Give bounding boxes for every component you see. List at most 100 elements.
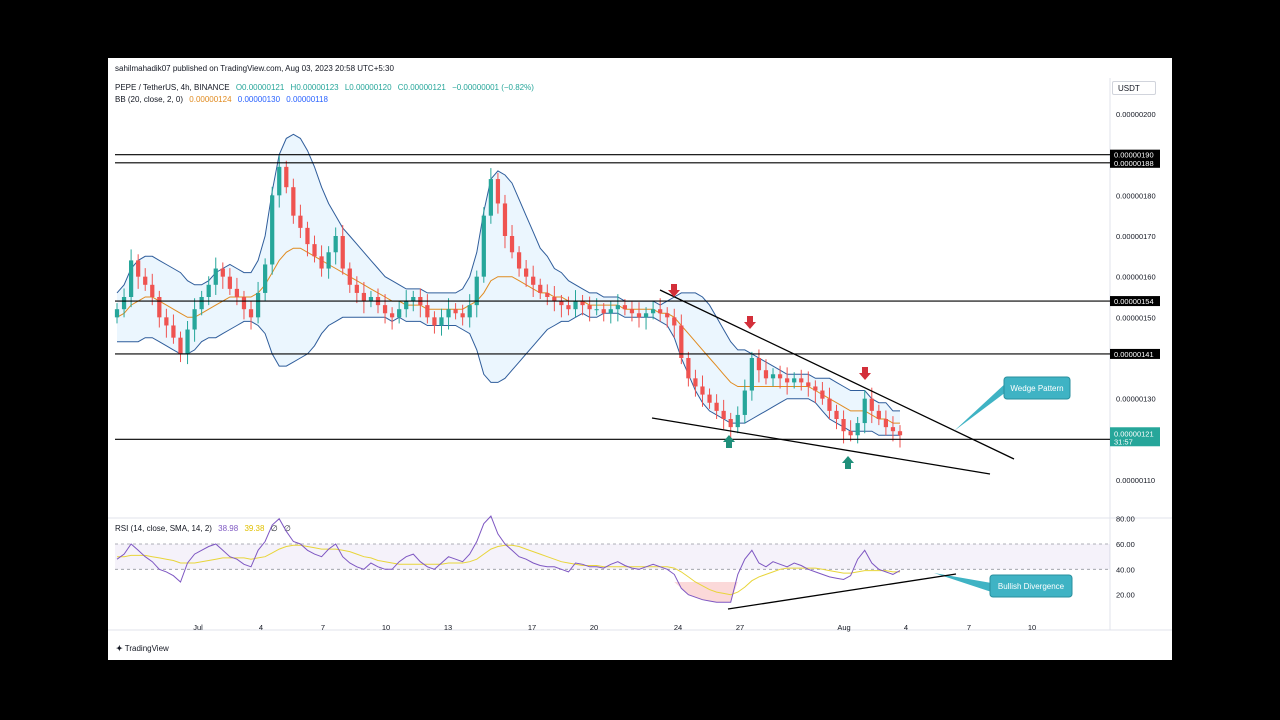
price-tick-label: 0.00000130 <box>1116 395 1156 404</box>
candle-body <box>467 305 472 318</box>
time-tick-label: 24 <box>674 623 682 632</box>
candle-body <box>615 305 620 310</box>
candle-body <box>319 256 324 269</box>
candle-body <box>785 378 790 383</box>
candle-body <box>326 252 331 269</box>
tradingview-logo[interactable]: ✦ TradingView <box>116 644 169 653</box>
candle-body <box>460 313 465 318</box>
candle-body <box>432 317 437 326</box>
candle-body <box>270 195 275 265</box>
candle-body <box>255 292 261 318</box>
candle-body <box>277 166 282 196</box>
price-tick-label: 0.00000110 <box>1116 476 1155 485</box>
time-tick-label: 17 <box>528 623 536 632</box>
candle-body <box>524 268 529 277</box>
candle-body <box>608 309 613 314</box>
candle-body <box>538 284 543 293</box>
symbol-label[interactable]: PEPE / TetherUS, 4h, BINANCE <box>115 83 230 92</box>
wedge-pattern-callout: Wedge Pattern <box>954 376 1071 431</box>
candle-body <box>770 374 776 379</box>
candle-body <box>128 260 134 297</box>
candle-body <box>820 390 825 399</box>
candle-body <box>502 203 508 236</box>
level-price-tag <box>1110 348 1160 359</box>
time-tick-label: 4 <box>259 623 263 632</box>
candle-body <box>573 301 578 310</box>
current-price-tag <box>1110 427 1160 447</box>
rsi-tick-label: 20.00 <box>1116 591 1135 600</box>
candle-body <box>305 227 310 245</box>
candle-body <box>552 297 557 302</box>
candle-body <box>587 305 592 310</box>
candle-body <box>291 187 296 216</box>
candle-body <box>178 337 183 354</box>
candle-body <box>185 329 190 354</box>
rsi-value: 38.98 <box>218 524 239 533</box>
candle-body <box>157 297 162 318</box>
time-tick-label: 7 <box>967 623 971 632</box>
candle-body <box>509 236 515 253</box>
candle-body <box>340 236 345 269</box>
time-tick-label: 4 <box>904 623 908 632</box>
candle-body <box>213 268 218 285</box>
time-tick-label: 10 <box>382 623 390 632</box>
candle-body <box>298 215 303 228</box>
time-tick-label: 13 <box>444 623 452 632</box>
time-tick-label: 27 <box>736 623 744 632</box>
candle-body <box>897 431 903 436</box>
candle-body <box>227 276 232 289</box>
candle-body <box>665 313 670 318</box>
bullish-divergence-callout: Bullish Divergence <box>934 573 1073 598</box>
candle-body <box>601 309 606 314</box>
candle-body <box>411 297 416 302</box>
candle-body <box>368 297 374 302</box>
candle-body <box>150 284 155 297</box>
candle-body <box>143 276 148 285</box>
candle-body <box>333 236 338 253</box>
ohlc-high: H0.00000123 <box>290 83 339 92</box>
ohlc-open: O0.00000121 <box>235 83 285 92</box>
candle-body <box>382 305 388 314</box>
candle-body <box>488 179 493 216</box>
publish-line: sahilmahadik07 published on TradingView.… <box>115 64 394 73</box>
candle-body <box>481 215 486 277</box>
currency-button[interactable]: USDT <box>1112 81 1156 95</box>
candle-body <box>749 358 754 391</box>
candle-body <box>263 264 268 293</box>
candle-body <box>792 378 797 383</box>
candle-body <box>284 166 289 188</box>
time-tick-label: Jul <box>193 623 203 632</box>
rsi-extra-1: ∅ <box>270 524 278 533</box>
candle-body <box>643 313 649 318</box>
candle-body <box>742 390 747 415</box>
candle-body <box>672 317 677 326</box>
time-tick-label: 20 <box>590 623 598 632</box>
level-price-label: 0.00000190 <box>1114 151 1154 160</box>
bb-band-fill <box>117 134 900 436</box>
candle-body <box>679 325 684 358</box>
candle-body <box>728 419 733 428</box>
bb-lower-value: 0.00000118 <box>286 95 328 104</box>
candle-body <box>136 260 141 277</box>
candle-body <box>354 284 359 293</box>
footer-brand: TradingView <box>124 644 169 653</box>
rsi-tick-label: 80.00 <box>1116 515 1135 524</box>
bb-label[interactable]: BB (20, close, 2, 0) <box>115 95 184 104</box>
candle-body <box>404 301 409 310</box>
candle-body <box>446 309 451 318</box>
candle-body <box>848 431 853 436</box>
level-price-label: 0.00000188 <box>1114 159 1154 168</box>
buy-arrow-icon <box>842 456 854 469</box>
level-price-tag <box>1110 296 1160 307</box>
time-tick-label: 7 <box>321 623 325 632</box>
candle-body <box>763 370 769 379</box>
rsi-extra-2: ∅ <box>283 524 291 533</box>
candle-body <box>883 419 889 428</box>
level-price-label: 0.00000141 <box>1114 350 1154 359</box>
rsi-tick-label: 60.00 <box>1116 540 1135 549</box>
rsi-label[interactable]: RSI (14, close, SMA, 14, 2) <box>115 524 212 533</box>
candle-body <box>439 317 444 326</box>
candle-body <box>756 358 762 371</box>
bb-basis-line <box>116 247 900 424</box>
